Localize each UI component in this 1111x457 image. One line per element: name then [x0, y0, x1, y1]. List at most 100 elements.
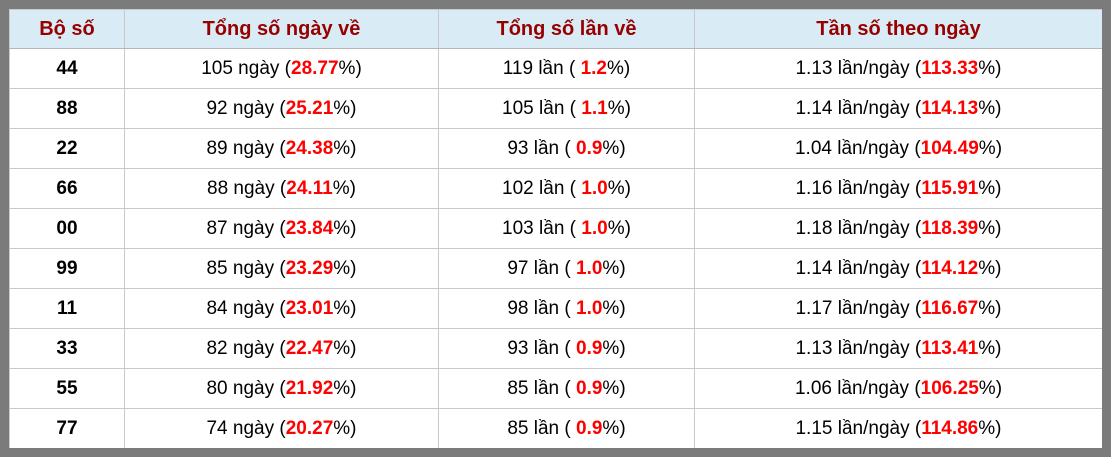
cell-total-days: 105 ngày (28.77%) [124, 48, 439, 89]
percent-suffix: %) [333, 257, 357, 279]
frequency-percent: 114.12 [921, 257, 979, 279]
table-row: 11 84 ngày (23.01%) 98 lần ( 1.0%) 1.17 … [9, 288, 1102, 329]
cell-total-days: 74 ngày (20.27%) [124, 408, 439, 448]
table-row: 77 74 ngày (20.27%) 85 lần ( 0.9%) 1.15 … [9, 408, 1102, 448]
frequency-percent: 113.41 [921, 337, 979, 359]
times-percent: 1.0 [581, 177, 608, 199]
percent-suffix: %) [602, 377, 626, 399]
frequency-percent: 115.91 [921, 177, 979, 199]
cell-total-days: 85 ngày (23.29%) [124, 248, 439, 289]
cell-pair-number: 55 [9, 368, 125, 409]
cell-total-days: 82 ngày (22.47%) [124, 328, 439, 369]
times-percent: 1.1 [581, 97, 608, 119]
times-percent: 1.0 [581, 217, 608, 239]
days-percent: 24.38 [285, 137, 334, 159]
frequency-percent: 114.13 [921, 97, 979, 119]
times-percent: 1.0 [576, 257, 603, 279]
cell-total-days: 89 ngày (24.38%) [124, 128, 439, 169]
cell-total-times: 93 lần ( 0.9%) [438, 128, 695, 169]
percent-suffix: %) [978, 297, 1002, 319]
percent-suffix: %) [602, 297, 626, 319]
cell-total-days: 84 ngày (23.01%) [124, 288, 439, 329]
percent-suffix: %) [333, 297, 357, 319]
cell-pair-number: 44 [9, 48, 125, 89]
cell-total-times: 85 lần ( 0.9%) [438, 408, 695, 448]
cell-total-times: 98 lần ( 1.0%) [438, 288, 695, 329]
percent-suffix: %) [602, 417, 626, 439]
cell-pair-number: 77 [9, 408, 125, 448]
cell-frequency-per-day: 1.13 lần/ngày (113.33%) [694, 48, 1102, 89]
percent-suffix: %) [602, 337, 626, 359]
percent-suffix: %) [978, 177, 1002, 199]
cell-pair-number: 22 [9, 128, 125, 169]
cell-frequency-per-day: 1.14 lần/ngày (114.13%) [694, 88, 1102, 129]
cell-frequency-per-day: 1.14 lần/ngày (114.12%) [694, 248, 1102, 289]
percent-suffix: %) [978, 217, 1002, 239]
days-percent: 21.92 [285, 377, 334, 399]
cell-total-times: 85 lần ( 0.9%) [438, 368, 695, 409]
percent-suffix: %) [333, 137, 357, 159]
cell-total-days: 87 ngày (23.84%) [124, 208, 439, 249]
cell-total-times: 97 lần ( 1.0%) [438, 248, 695, 289]
percent-suffix: %) [978, 377, 1003, 399]
cell-pair-number: 00 [9, 208, 125, 249]
days-percent: 24.11 [286, 177, 333, 199]
times-percent: 0.9 [576, 337, 603, 359]
percent-suffix: %) [607, 57, 631, 79]
times-percent: 0.9 [576, 377, 603, 399]
table-row: 99 85 ngày (23.29%) 97 lần ( 1.0%) 1.14 … [9, 248, 1102, 289]
days-percent: 28.77 [291, 57, 339, 79]
times-percent: 0.9 [576, 137, 603, 159]
cell-pair-number: 33 [9, 328, 125, 369]
cell-pair-number: 88 [9, 88, 125, 129]
cell-total-times: 119 lần ( 1.2%) [438, 48, 695, 89]
cell-pair-number: 66 [9, 168, 125, 209]
table-body: 44 105 ngày (28.77%) 119 lần ( 1.2%) 1.1… [9, 48, 1102, 448]
percent-suffix: %) [978, 257, 1002, 279]
frequency-percent: 104.49 [920, 137, 979, 159]
cell-frequency-per-day: 1.17 lần/ngày (116.67%) [694, 288, 1102, 329]
percent-suffix: %) [607, 217, 631, 239]
cell-frequency-per-day: 1.04 lần/ngày (104.49%) [694, 128, 1102, 169]
times-percent: 1.2 [580, 57, 607, 79]
days-percent: 23.84 [285, 217, 334, 239]
table-row: 88 92 ngày (25.21%) 105 lần ( 1.1%) 1.14… [9, 88, 1102, 129]
cell-frequency-per-day: 1.15 lần/ngày (114.86%) [694, 408, 1102, 448]
cell-total-times: 103 lần ( 1.0%) [438, 208, 695, 249]
cell-total-times: 93 lần ( 0.9%) [438, 328, 695, 369]
frequency-percent: 118.39 [921, 217, 979, 239]
days-percent: 23.29 [285, 257, 334, 279]
cell-total-days: 88 ngày (24.11%) [124, 168, 439, 209]
days-percent: 23.01 [285, 297, 334, 319]
cell-total-times: 102 lần ( 1.0%) [438, 168, 695, 209]
percent-suffix: %) [978, 97, 1002, 119]
cell-total-times: 105 lần ( 1.1%) [438, 88, 695, 129]
table-row: 22 89 ngày (24.38%) 93 lần ( 0.9%) 1.04 … [9, 128, 1102, 169]
days-percent: 20.27 [285, 417, 334, 439]
table-row: 00 87 ngày (23.84%) 103 lần ( 1.0%) 1.18… [9, 208, 1102, 249]
table-row: 66 88 ngày (24.11%) 102 lần ( 1.0%) 1.16… [9, 168, 1102, 209]
cell-frequency-per-day: 1.16 lần/ngày (115.91%) [694, 168, 1102, 209]
times-percent: 1.0 [576, 297, 603, 319]
percent-suffix: %) [333, 417, 357, 439]
percent-suffix: %) [607, 177, 631, 199]
percent-suffix: %) [978, 137, 1003, 159]
col-header-times: Tổng số lần về [438, 9, 695, 49]
times-percent: 0.9 [576, 417, 603, 439]
table-header: Bộ số Tổng số ngày về Tổng số lần về Tần… [9, 9, 1102, 49]
frequency-percent: 106.25 [920, 377, 979, 399]
cell-frequency-per-day: 1.06 lần/ngày (106.25%) [694, 368, 1102, 409]
cell-pair-number: 99 [9, 248, 125, 289]
percent-suffix: %) [333, 217, 357, 239]
percent-suffix: %) [332, 177, 356, 199]
cell-total-days: 92 ngày (25.21%) [124, 88, 439, 129]
percent-suffix: %) [333, 337, 357, 359]
header-row: Bộ số Tổng số ngày về Tổng số lần về Tần… [9, 9, 1102, 49]
percent-suffix: %) [602, 257, 626, 279]
frequency-percent: 113.33 [921, 57, 979, 79]
percent-suffix: %) [333, 97, 357, 119]
days-percent: 22.47 [285, 337, 334, 359]
percent-suffix: %) [978, 337, 1002, 359]
percent-suffix: %) [978, 57, 1002, 79]
